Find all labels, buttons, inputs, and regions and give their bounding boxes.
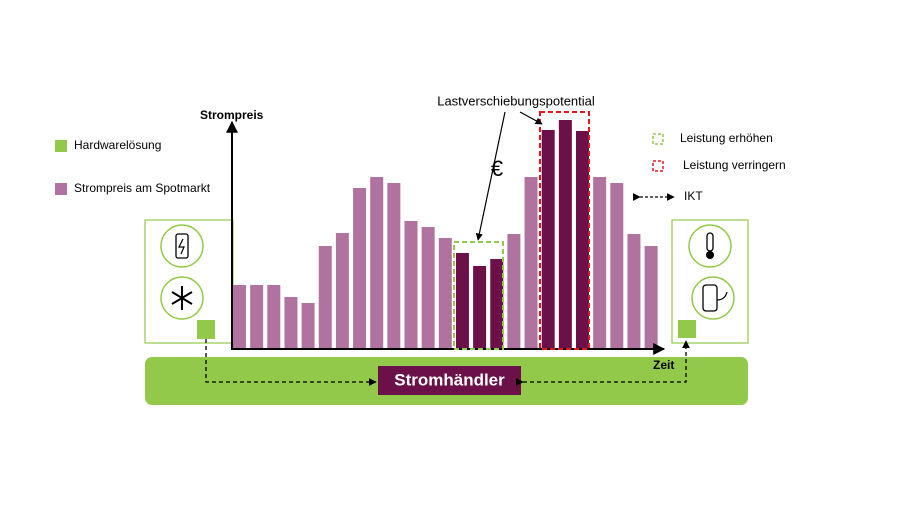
icon-charger — [691, 276, 735, 320]
link — [515, 340, 690, 386]
cable — [716, 291, 728, 301]
bar — [455, 253, 469, 349]
bar — [473, 266, 487, 349]
bar — [541, 130, 555, 349]
arrow — [475, 111, 506, 241]
currency: € — [491, 156, 503, 181]
hardware-square — [678, 320, 696, 338]
bar — [301, 303, 315, 349]
link — [205, 339, 377, 386]
bar — [267, 285, 281, 349]
snowflake — [171, 286, 193, 310]
legend-label: Leistung erhöhen — [680, 131, 773, 145]
trader: Stromhändler — [394, 370, 505, 389]
bar — [490, 259, 504, 349]
bar — [644, 246, 658, 349]
trader-box — [378, 366, 521, 395]
bar — [610, 183, 624, 349]
arrow — [519, 111, 543, 125]
icon-cold — [160, 276, 204, 320]
bar — [507, 234, 521, 349]
legend-label: Strompreis am Spotmarkt — [74, 181, 211, 195]
legend-label: Hardwarelösung — [74, 138, 161, 152]
legend-swatch — [652, 160, 664, 172]
bar — [421, 227, 435, 349]
bar — [404, 221, 418, 349]
bar — [387, 183, 401, 349]
legend-swatch — [652, 133, 664, 145]
icon-battery — [160, 224, 204, 268]
decrease-frame — [539, 111, 590, 350]
device-box — [144, 219, 234, 344]
bar — [284, 297, 298, 349]
bar — [593, 177, 607, 349]
bolt — [178, 238, 185, 255]
bar — [524, 177, 538, 349]
bar — [558, 120, 572, 349]
bar — [353, 188, 367, 349]
y-axis-label: Strompreis — [200, 108, 264, 122]
icon-thermo — [688, 224, 732, 268]
annotation: Lastverschiebungspotential — [437, 93, 595, 108]
bar — [576, 131, 589, 349]
battery — [175, 233, 189, 259]
bar — [250, 285, 264, 349]
charger — [702, 284, 718, 312]
x-axis-label: Zeit — [653, 358, 674, 372]
bar — [233, 285, 246, 349]
legend-swatch — [55, 183, 67, 195]
bar — [627, 234, 641, 349]
legend-swatch — [55, 140, 67, 152]
bar — [438, 238, 452, 349]
thermo-bulb — [706, 251, 714, 259]
hardware-square — [197, 320, 215, 339]
increase-frame — [453, 241, 504, 350]
legend-label: Leistung verringern — [683, 158, 786, 172]
legend-label: IKT — [684, 189, 703, 203]
bar — [370, 177, 384, 349]
bar — [318, 246, 332, 349]
bar — [335, 233, 349, 349]
